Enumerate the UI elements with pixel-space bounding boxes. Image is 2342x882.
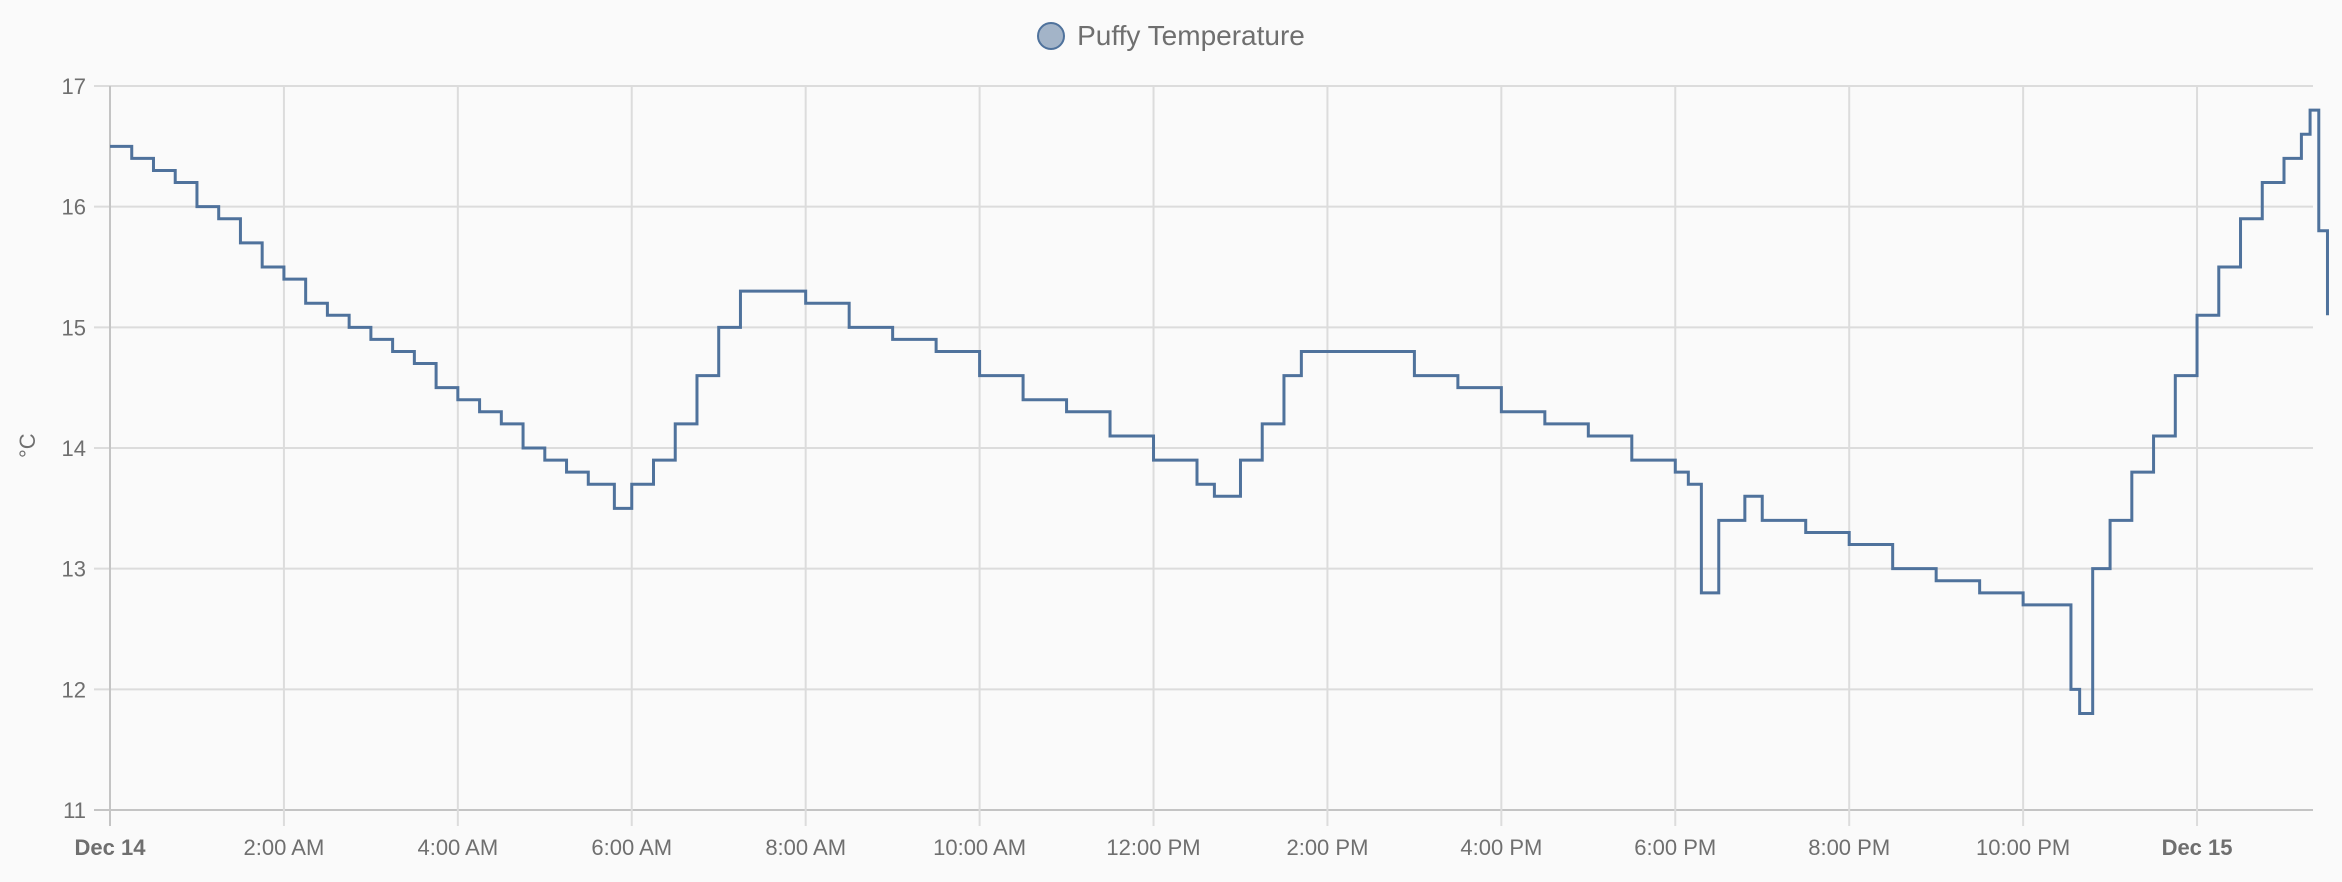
- x-tick-label: 12:00 PM: [1106, 835, 1200, 860]
- x-tick-label: 8:00 PM: [1808, 835, 1890, 860]
- x-tick-label: 10:00 AM: [933, 835, 1026, 860]
- x-tick-label: Dec 15: [2162, 835, 2233, 860]
- x-tick-label: 6:00 PM: [1634, 835, 1716, 860]
- y-tick-label: 14: [62, 436, 86, 461]
- x-tick-label: 8:00 AM: [765, 835, 846, 860]
- x-tick-label: 6:00 AM: [591, 835, 672, 860]
- x-tick-label: 4:00 AM: [417, 835, 498, 860]
- y-tick-label: 11: [63, 798, 86, 823]
- y-tick-label: 13: [62, 557, 86, 582]
- y-tick-label: 16: [62, 195, 86, 220]
- x-axis-ticks: Dec 14 2:00 AM 4:00 AM 6:00 AM 8:00 AM 10:00 …: [75, 835, 2233, 860]
- y-tick-label: 17: [62, 74, 86, 99]
- legend-label[interactable]: Puffy Temperature: [1077, 20, 1305, 51]
- y-axis-label: °C: [15, 433, 40, 458]
- x-tick-label: Dec 14: [75, 835, 147, 860]
- x-tick-label: 4:00 PM: [1460, 835, 1542, 860]
- y-axis-ticks: 17 16 15 14 13 12 11: [62, 74, 86, 823]
- chart-legend: Puffy Temperature: [0, 20, 2342, 52]
- grid-lines: [94, 85, 2313, 827]
- legend-swatch-icon[interactable]: [1037, 22, 1066, 50]
- x-tick-label: 10:00 PM: [1976, 835, 2070, 860]
- x-tick-label: 2:00 AM: [244, 835, 325, 860]
- y-tick-label: 15: [62, 315, 86, 340]
- x-tick-label: 2:00 PM: [1286, 835, 1368, 860]
- temperature-series-line[interactable]: [110, 108, 2329, 715]
- y-tick-label: 12: [62, 677, 86, 702]
